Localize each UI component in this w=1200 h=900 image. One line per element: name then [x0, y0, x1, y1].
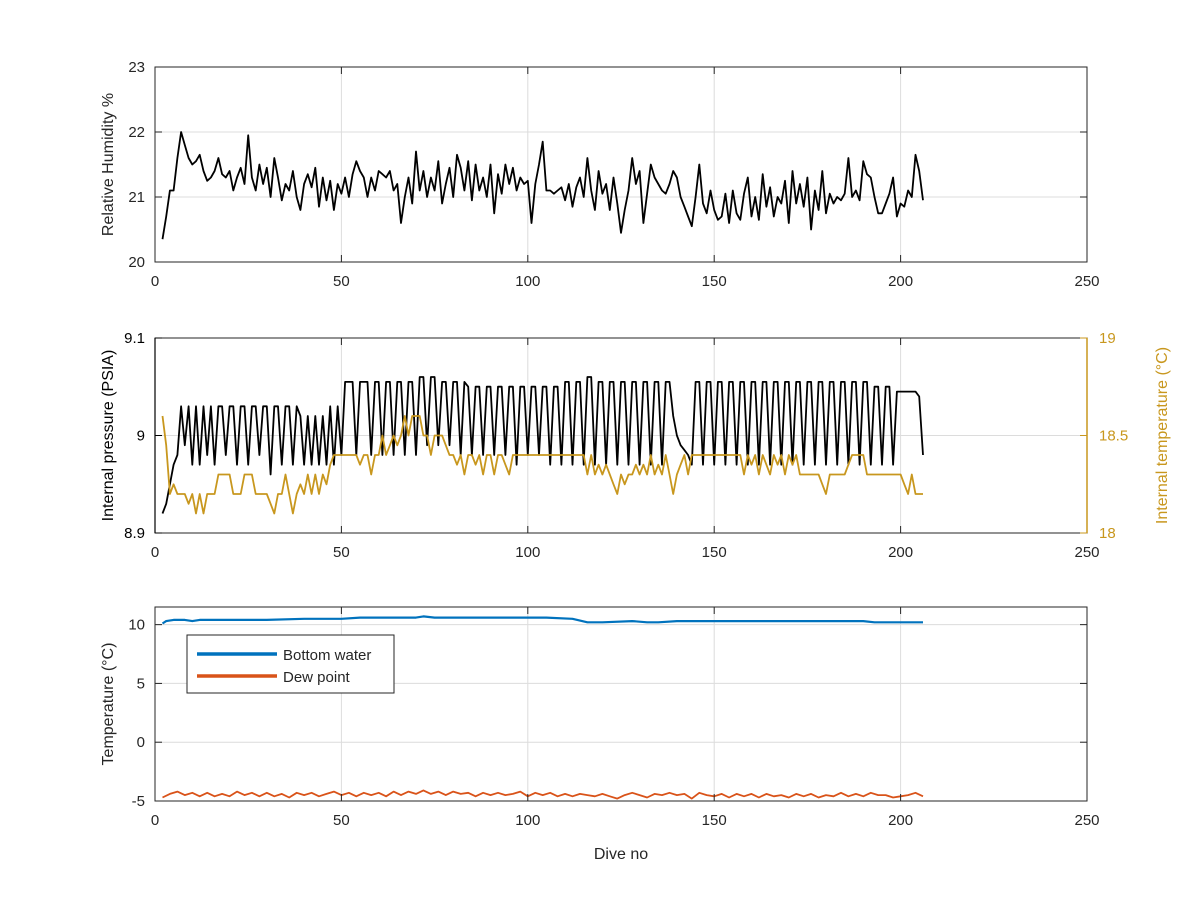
series: [161, 615, 924, 800]
y-tick-label: 10: [128, 617, 145, 634]
x-tick-label: 0: [151, 812, 159, 829]
y-axis-label: Relative Humidity %: [100, 93, 117, 236]
x-tick-label: 0: [151, 273, 159, 290]
x-tick-label: 0: [151, 544, 159, 561]
y-right-tick-label: 18.5: [1099, 428, 1128, 445]
x-tick-label: 50: [333, 812, 350, 829]
legend-label: Bottom water: [283, 647, 371, 664]
series-2-line: [161, 415, 923, 515]
x-tick-label: 200: [888, 273, 913, 290]
legend-box: [186, 634, 395, 694]
grid: [155, 67, 1087, 262]
x-tick-label: 250: [1074, 812, 1099, 829]
plot-frame: [154, 66, 1088, 263]
y-tick-label: 9: [137, 428, 145, 445]
x-tick-label: 150: [702, 812, 727, 829]
y-tick-label: 21: [128, 189, 145, 206]
bottom-water-line: [161, 615, 923, 625]
y-tick-label: 0: [137, 734, 145, 751]
y-right-tick-label: 19: [1099, 330, 1116, 347]
legend-label: Dew point: [283, 669, 351, 686]
series: [161, 376, 924, 515]
y-right-tick-label: 18: [1099, 525, 1116, 542]
y-axis-label: Temperature (°C): [100, 643, 117, 766]
ticks: 0 50 100 150 200 250 -5 0 5 10: [128, 607, 1100, 829]
series-1-line: [161, 376, 924, 514]
x-tick-label: 50: [333, 544, 350, 561]
x-tick-label: 200: [888, 812, 913, 829]
dew-point-line: [162, 789, 924, 800]
y-tick-label: 9.1: [124, 330, 145, 347]
x-tick-label: 100: [515, 544, 540, 561]
ticks: 0 50 100 150 200 250 8.9 9 9.1 18 18.5 19: [124, 330, 1128, 561]
pressure-temperature-panel: 0 50 100 150 200 250 8.9 9 9.1 18 18.5 19 Internal …: [100, 330, 1171, 561]
y-tick-label: -5: [132, 793, 145, 810]
y-tick-label: 8.9: [124, 525, 145, 542]
ticks: 0 50 100 150 200 250 20 21 22 23: [128, 59, 1099, 290]
x-tick-label: 100: [515, 812, 540, 829]
x-axis-label: Dive no: [594, 846, 648, 863]
series-1-line: [161, 131, 924, 240]
x-tick-label: 100: [515, 273, 540, 290]
y-tick-label: 23: [128, 59, 145, 76]
x-tick-label: 150: [702, 273, 727, 290]
x-tick-label: 50: [333, 273, 350, 290]
y-tick-label: 20: [128, 254, 145, 271]
y-tick-label: 5: [137, 675, 145, 692]
x-tick-label: 250: [1074, 273, 1099, 290]
y-tick-label: 22: [128, 124, 145, 141]
x-tick-label: 250: [1074, 544, 1099, 561]
legend-items: Bottom water Dew point: [197, 647, 371, 686]
x-tick-label: 150: [702, 544, 727, 561]
series: [161, 131, 924, 240]
humidity-panel: 0 50 100 150 200 250 20 21 22 23 Relative Humidit…: [100, 59, 1100, 290]
plot-frame: [154, 606, 1088, 802]
y-axis-label: Internal pressure (PSIA): [100, 350, 117, 522]
x-tick-label: 200: [888, 544, 913, 561]
temperature-panel: 0 50 100 150 200 250 -5 0 5 10 Temperature (°C) D…: [100, 606, 1100, 863]
y-axis-right-label: Internal temperature (°C): [1154, 347, 1171, 524]
grid: [155, 338, 1087, 533]
legend: Bottom water Dew point: [186, 634, 395, 694]
